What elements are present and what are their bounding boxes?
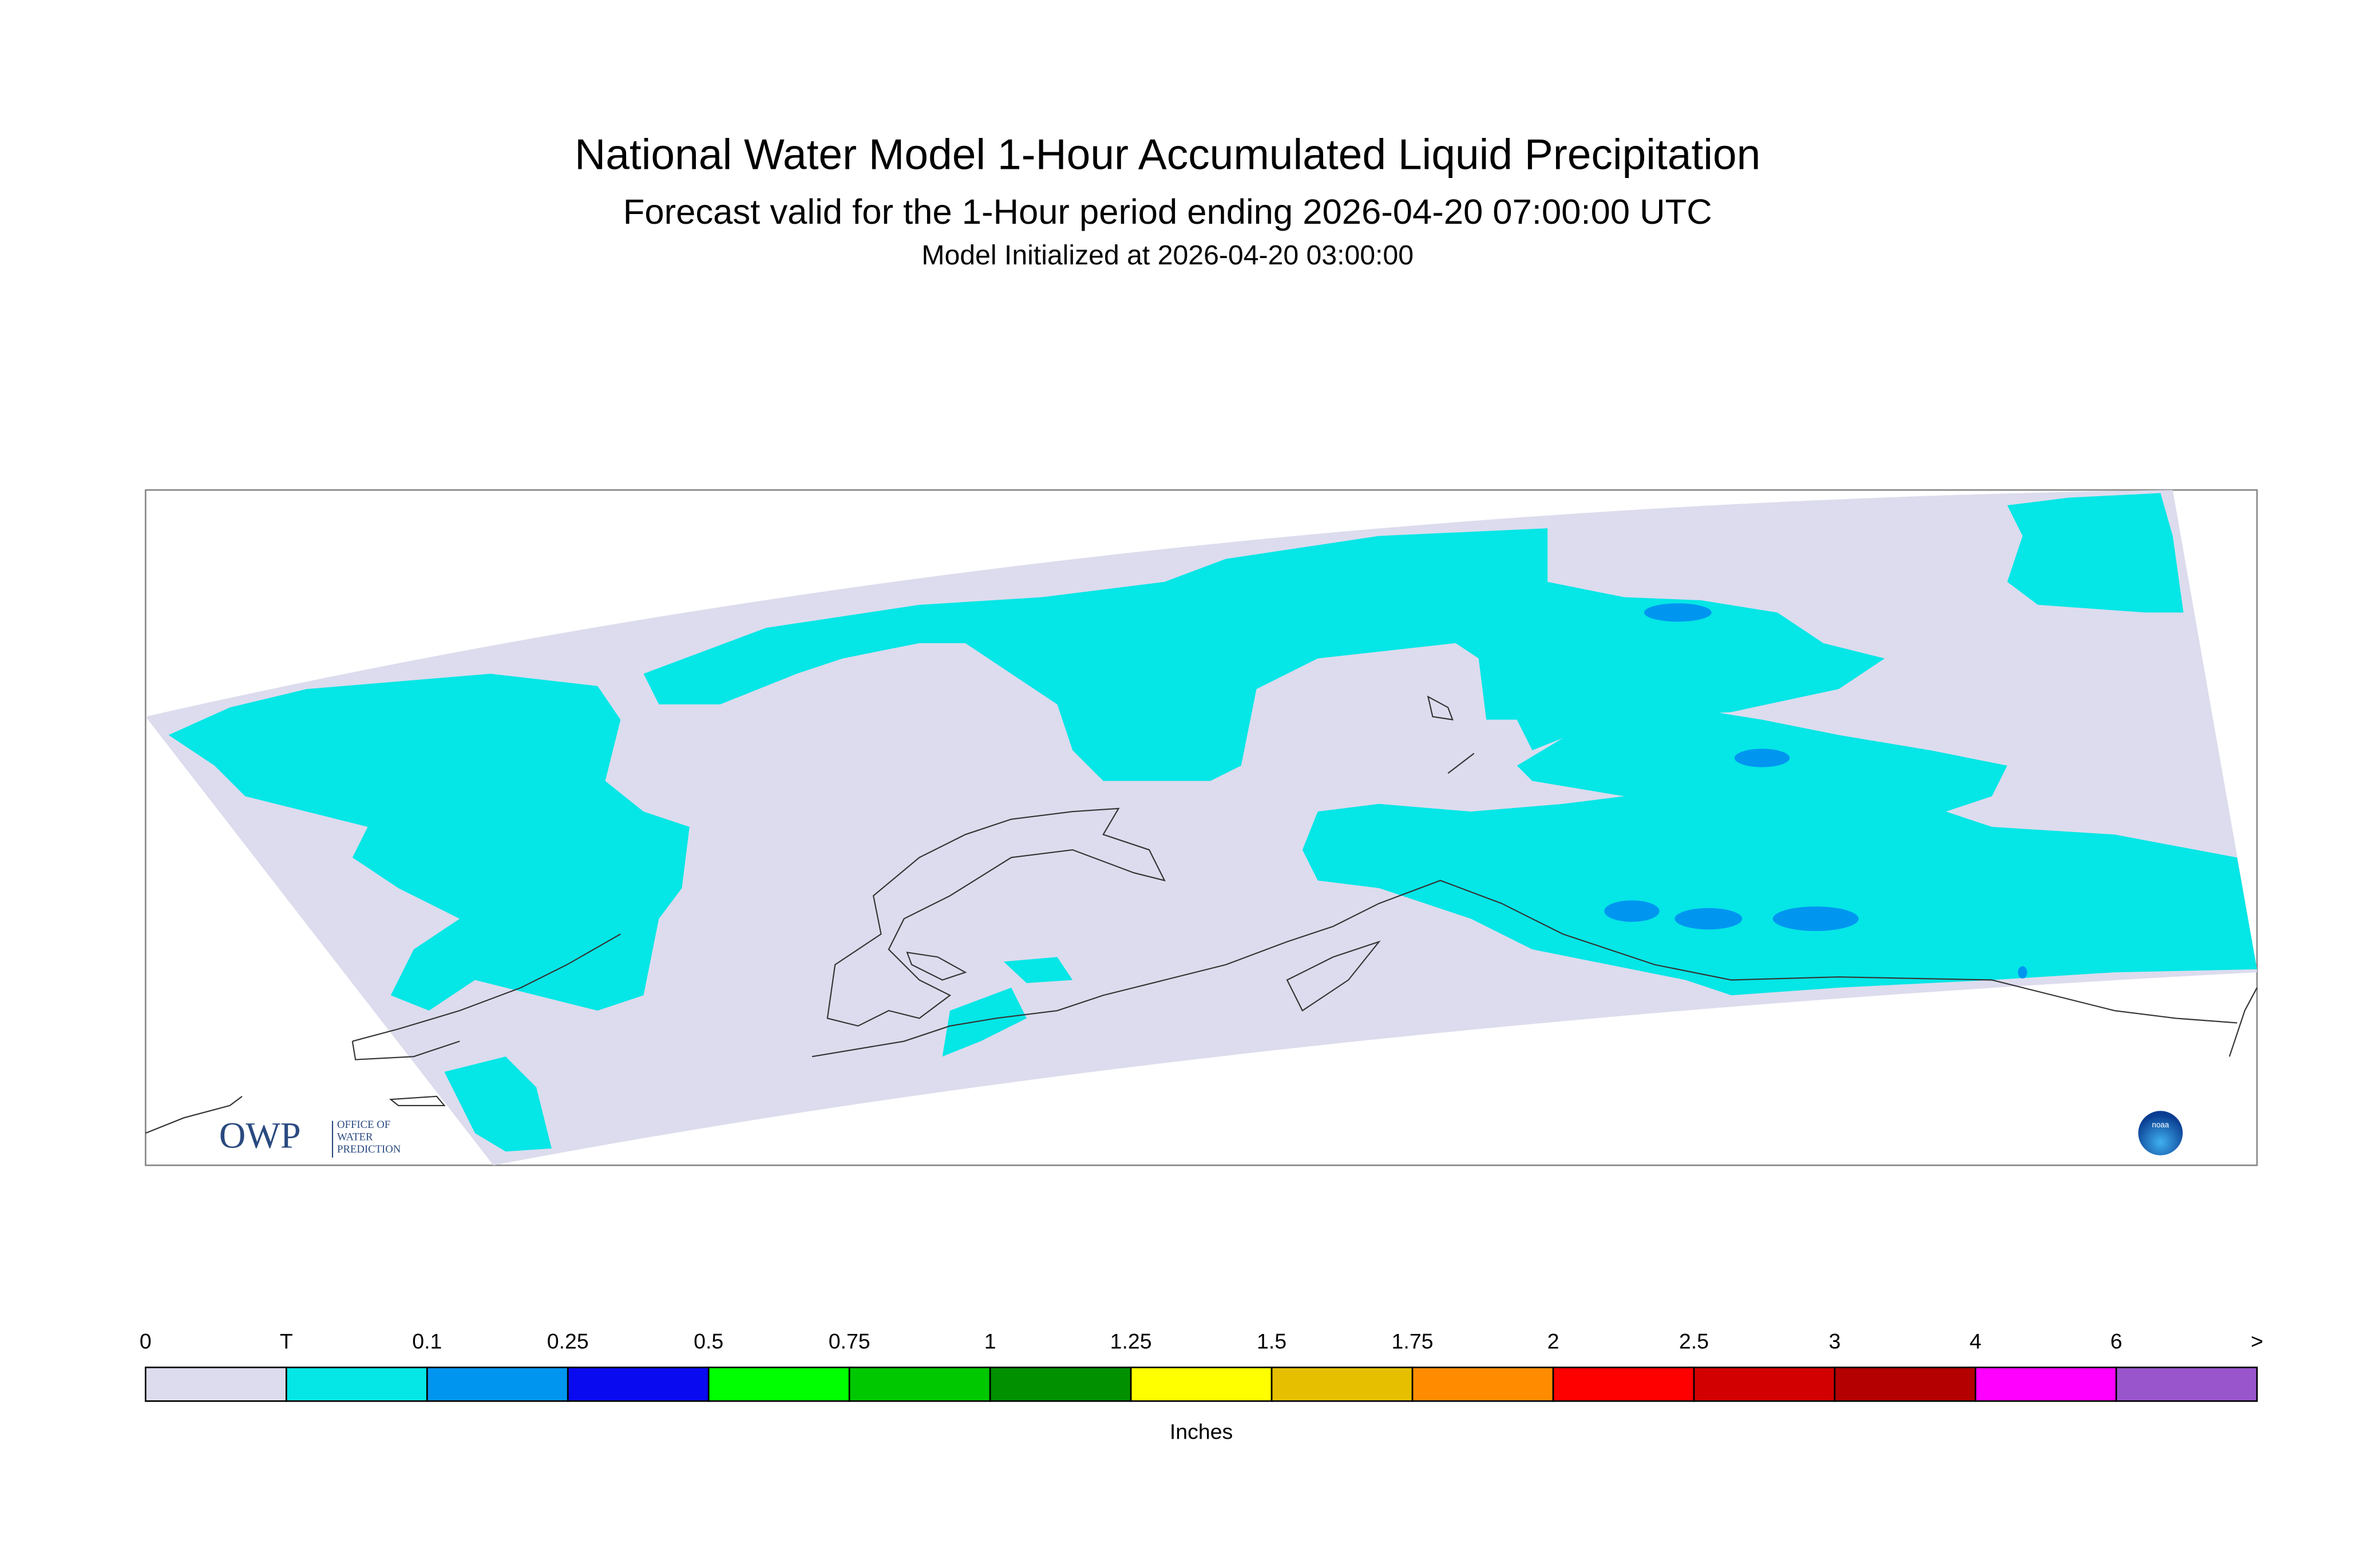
legend-label: 2.5 [1679, 1329, 1709, 1353]
legend-swatch [1411, 1367, 1554, 1402]
owp-logo-line: PREDICTION [337, 1143, 401, 1155]
legend-swatch [145, 1367, 287, 1402]
legend-label: 4 [1969, 1329, 1981, 1353]
legend-swatch [426, 1367, 569, 1402]
legend-swatch [707, 1367, 850, 1402]
coastline [812, 880, 2238, 1058]
coastline [351, 1040, 460, 1060]
precip-area [1772, 906, 1859, 931]
legend-label: 0.1 [412, 1329, 442, 1353]
legend-swatch [285, 1367, 428, 1402]
legend-swatch [567, 1367, 710, 1402]
legend-label: 0 [140, 1329, 152, 1353]
legend-label: > [2251, 1329, 2263, 1353]
precip-area [2007, 493, 2184, 613]
light-areas [1604, 603, 2028, 979]
precip-area [1644, 603, 1712, 622]
noaa-text: noaa [2152, 1120, 2169, 1129]
legend-label: 1.5 [1257, 1329, 1287, 1353]
precip-area [168, 674, 690, 1011]
precip-area [1734, 749, 1790, 767]
precip-area [942, 987, 1027, 1057]
title: National Water Model 1-Hour Accumulated … [575, 130, 1760, 178]
coastlines [145, 695, 2258, 1134]
owp-logo: OWP OFFICE OF WATER PREDICTION [219, 1115, 401, 1158]
legend-label: 3 [1829, 1329, 1841, 1353]
subtitle: Forecast valid for the 1-Hour period end… [623, 192, 1712, 232]
legend-swatch [2115, 1367, 2258, 1402]
precip-area [444, 1056, 552, 1152]
coastline [906, 952, 967, 981]
legend-swatch [848, 1367, 991, 1402]
legend-swatch [1552, 1367, 1695, 1402]
init-time: Model Initialized at 2026-04-20 03:00:00 [921, 240, 1414, 271]
precip-area [1003, 957, 1073, 983]
legend-label: 0.75 [829, 1329, 870, 1353]
legend-swatch [989, 1367, 1132, 1402]
coastline [826, 807, 1166, 1027]
noaa-emblem [2136, 1109, 2184, 1157]
noaa-logo: noaa [2136, 1109, 2184, 1157]
legend-label: 0.5 [694, 1329, 723, 1353]
legend-label: 6 [2110, 1329, 2122, 1353]
coastline [1286, 940, 1381, 1012]
precip-area [643, 528, 1885, 781]
coastline [389, 1095, 446, 1106]
legend-label: 1 [984, 1329, 996, 1353]
coastline [1427, 695, 1454, 720]
coastline [145, 1096, 243, 1134]
map: OWP OFFICE OF WATER PREDICTION noaa [145, 489, 2258, 1166]
legend-swatch [1834, 1367, 1977, 1402]
owp-logo-line: WATER [337, 1131, 373, 1143]
legend-swatch [1693, 1367, 1836, 1402]
owp-logo-line: OFFICE OF [337, 1119, 390, 1131]
coastline [352, 933, 621, 1042]
legend: Inches 0 T 0.1 0.25 0.5 0.75 1 1.25 1.5 1.75 2 2.5 3… [140, 1329, 2263, 1444]
precip-area [2018, 966, 2028, 979]
legend-label: 1.25 [1110, 1329, 1152, 1353]
legend-label: T [280, 1329, 293, 1353]
precip-area [1675, 908, 1743, 930]
legend-swatch [1974, 1367, 2117, 1402]
legend-swatch [1130, 1367, 1273, 1402]
legend-label: 1.75 [1392, 1329, 1434, 1353]
legend-label: 0.25 [547, 1329, 589, 1353]
coastline [1447, 753, 1475, 774]
precip-area [1604, 900, 1660, 922]
legend-swatch [1270, 1367, 1414, 1402]
coastline [2228, 987, 2258, 1057]
legend-label: 2 [1547, 1329, 1559, 1353]
owp-logo-text: OWP [219, 1115, 301, 1156]
legend-unit: Inches [1170, 1419, 1233, 1443]
